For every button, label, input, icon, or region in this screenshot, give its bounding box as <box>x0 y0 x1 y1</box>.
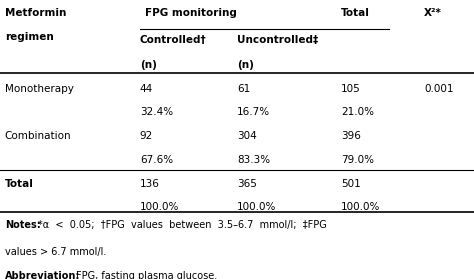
Text: Combination: Combination <box>5 131 72 141</box>
Text: Total: Total <box>5 179 34 189</box>
Text: 32.4%: 32.4% <box>140 107 173 117</box>
Text: 304: 304 <box>237 131 257 141</box>
Text: regimen: regimen <box>5 32 54 42</box>
Text: 100.0%: 100.0% <box>140 202 179 212</box>
Text: (n): (n) <box>140 60 157 70</box>
Text: Abbreviation:: Abbreviation: <box>5 271 80 279</box>
Text: 79.0%: 79.0% <box>341 155 374 165</box>
Text: 105: 105 <box>341 84 361 94</box>
Text: 21.0%: 21.0% <box>341 107 374 117</box>
Text: 61: 61 <box>237 84 250 94</box>
Text: 136: 136 <box>140 179 160 189</box>
Text: 92: 92 <box>140 131 153 141</box>
Text: 100.0%: 100.0% <box>341 202 381 212</box>
Text: 67.6%: 67.6% <box>140 155 173 165</box>
Text: Controlled†: Controlled† <box>140 35 207 45</box>
Text: 501: 501 <box>341 179 361 189</box>
Text: *α  <  0.05;  †FPG  values  between  3.5–6.7  mmol/l;  ‡FPG: *α < 0.05; †FPG values between 3.5–6.7 m… <box>38 220 327 230</box>
Text: Total: Total <box>341 8 370 18</box>
Text: FPG monitoring: FPG monitoring <box>145 8 237 18</box>
Text: 16.7%: 16.7% <box>237 107 270 117</box>
Text: 100.0%: 100.0% <box>237 202 276 212</box>
Text: Monotherapy: Monotherapy <box>5 84 73 94</box>
Text: FPG, fasting plasma glucose.: FPG, fasting plasma glucose. <box>76 271 217 279</box>
Text: Uncontrolled‡: Uncontrolled‡ <box>237 35 318 45</box>
Text: values > 6.7 mmol/l.: values > 6.7 mmol/l. <box>5 247 106 257</box>
Text: 396: 396 <box>341 131 361 141</box>
Text: 44: 44 <box>140 84 153 94</box>
Text: (n): (n) <box>237 60 254 70</box>
Text: 83.3%: 83.3% <box>237 155 270 165</box>
Text: X²*: X²* <box>424 8 442 18</box>
Text: Metformin: Metformin <box>5 8 66 18</box>
Text: 0.001: 0.001 <box>424 84 454 94</box>
Text: 365: 365 <box>237 179 257 189</box>
Text: Notes:: Notes: <box>5 220 40 230</box>
